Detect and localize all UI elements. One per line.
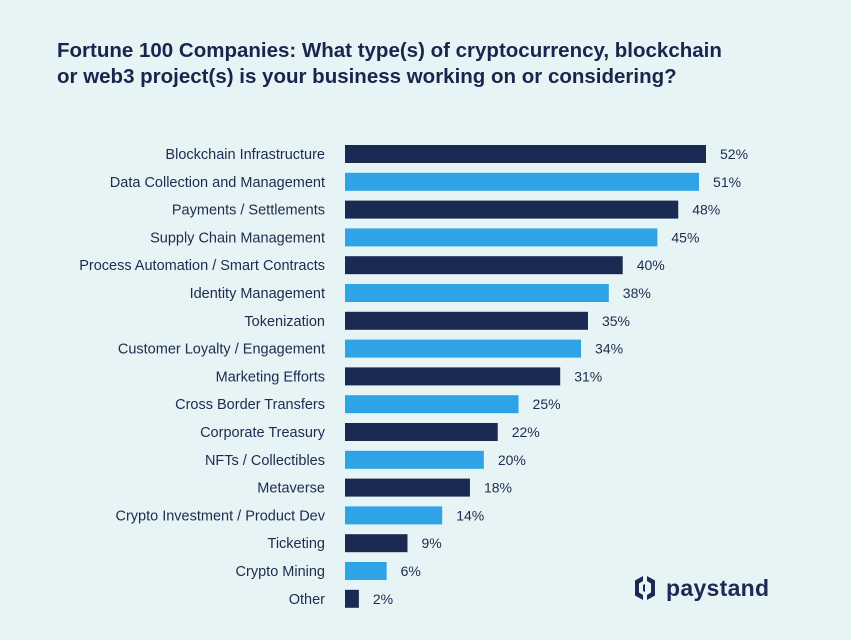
value-label: 35% bbox=[602, 313, 630, 329]
bar bbox=[345, 395, 519, 414]
value-label: 14% bbox=[456, 507, 484, 523]
bar bbox=[345, 339, 582, 358]
bar bbox=[345, 534, 408, 553]
value-label: 31% bbox=[574, 368, 602, 384]
category-label: Identity Management bbox=[190, 286, 325, 302]
value-label: 52% bbox=[720, 146, 748, 162]
bar bbox=[345, 311, 588, 330]
value-label: 38% bbox=[623, 285, 651, 301]
value-label: 20% bbox=[498, 452, 526, 468]
value-label: 22% bbox=[512, 424, 540, 440]
value-label: 51% bbox=[713, 174, 741, 190]
category-label: Crypto Mining bbox=[236, 564, 325, 580]
bar bbox=[345, 367, 561, 386]
bar bbox=[345, 589, 359, 608]
bar bbox=[345, 478, 470, 497]
category-label: Tokenization bbox=[244, 314, 325, 330]
value-label: 18% bbox=[484, 480, 512, 496]
category-label: Data Collection and Management bbox=[110, 175, 325, 191]
category-label: Blockchain Infrastructure bbox=[165, 147, 325, 163]
value-label: 40% bbox=[637, 257, 665, 273]
paystand-logo-text: paystand bbox=[666, 574, 770, 601]
value-label: 45% bbox=[671, 229, 699, 245]
category-label: Process Automation / Smart Contracts bbox=[79, 258, 325, 274]
value-label: 34% bbox=[595, 341, 623, 357]
bar bbox=[345, 256, 623, 275]
paystand-logo: paystand bbox=[632, 574, 769, 602]
bar bbox=[345, 200, 679, 219]
bar bbox=[345, 172, 700, 191]
category-label: Marketing Efforts bbox=[216, 369, 325, 385]
bar bbox=[345, 450, 484, 469]
value-label: 25% bbox=[533, 396, 561, 412]
category-label: NFTs / Collectibles bbox=[205, 453, 325, 469]
value-label: 6% bbox=[401, 563, 421, 579]
chart-title-line-2: or web3 project(s) is your business work… bbox=[57, 65, 677, 88]
category-label: Corporate Treasury bbox=[200, 425, 326, 441]
category-label: Metaverse bbox=[257, 481, 325, 497]
category-label: Other bbox=[289, 592, 325, 608]
bar bbox=[345, 423, 498, 441]
category-label: Cross Border Transfers bbox=[175, 397, 325, 413]
bar bbox=[345, 228, 658, 247]
bar bbox=[345, 145, 706, 163]
category-label: Supply Chain Management bbox=[150, 230, 325, 246]
value-label: 9% bbox=[421, 535, 441, 551]
category-label: Payments / Settlements bbox=[172, 203, 325, 219]
category-label: Ticketing bbox=[268, 536, 325, 552]
category-label: Crypto Investment / Product Dev bbox=[115, 508, 325, 524]
value-label: 2% bbox=[373, 591, 393, 607]
chart-title: Fortune 100 Companies: What type(s) of c… bbox=[57, 38, 817, 90]
category-label: Customer Loyalty / Engagement bbox=[118, 342, 325, 358]
bar bbox=[345, 506, 443, 525]
value-label: 48% bbox=[692, 202, 720, 218]
bar bbox=[345, 562, 387, 580]
paystand-logo-icon bbox=[635, 576, 655, 600]
chart-title-line-1: Fortune 100 Companies: What type(s) of c… bbox=[57, 39, 722, 62]
bar bbox=[345, 284, 609, 302]
